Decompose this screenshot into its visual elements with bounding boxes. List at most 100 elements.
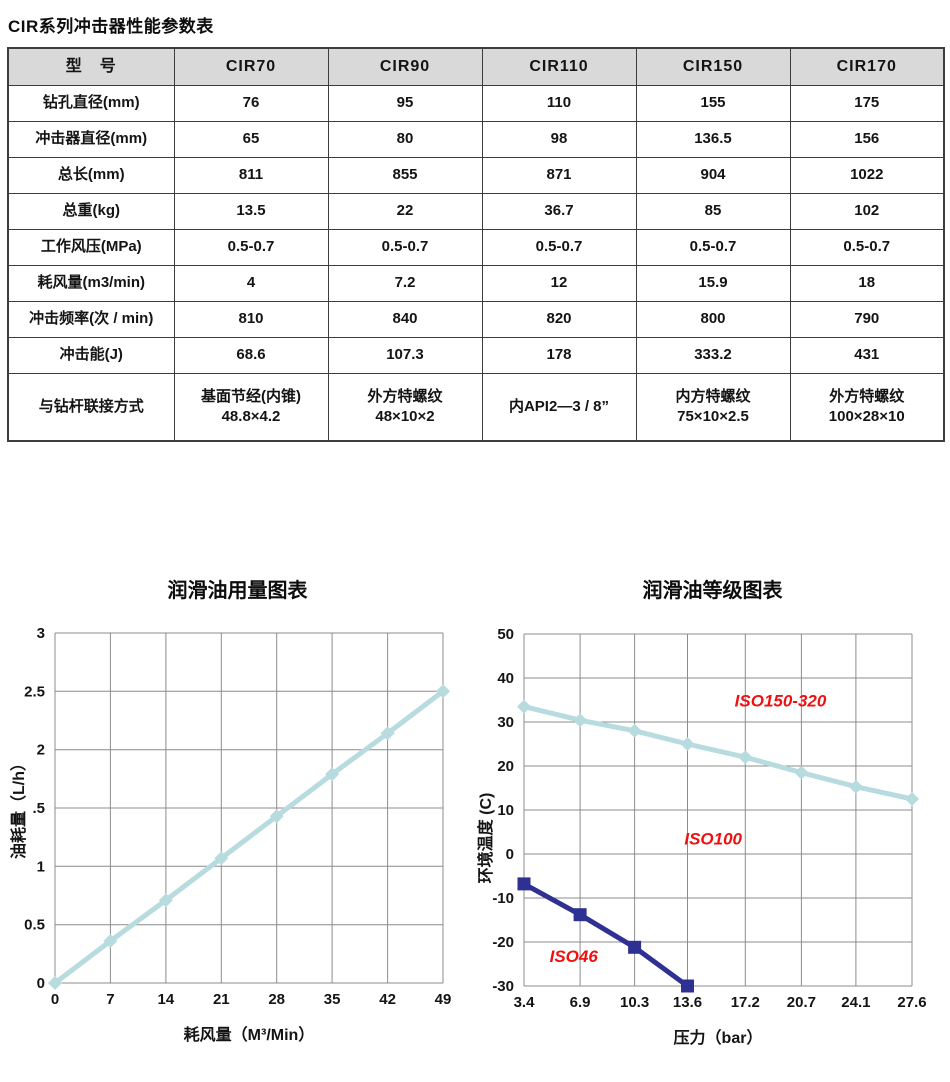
- table-cell: 外方特螺纹 100×28×10: [789, 372, 945, 442]
- table-cell: 基面节经(内锥) 48.8×4.2: [173, 372, 329, 442]
- row-label: 耗风量(m3/min): [7, 264, 175, 302]
- spec-table-header-row: 型 号 CIR70 CIR90 CIR110 CIR150 CIR170: [7, 47, 945, 86]
- column-header-CIR70: CIR70: [173, 47, 329, 86]
- row-label: 工作风压(MPa): [7, 228, 175, 266]
- table-cell: 13.5: [173, 192, 329, 230]
- table-row: 冲击器直径(mm) 65 80 98 136.5 156: [7, 120, 945, 158]
- table-cell: 68.6: [173, 336, 329, 374]
- table-cell: 155: [635, 84, 791, 122]
- spec-table: 型 号 CIR70 CIR90 CIR110 CIR150 CIR170 钻孔直径(mm)…: [7, 47, 945, 442]
- table-cell: 85: [635, 192, 791, 230]
- row-label: 冲击频率(次 / min): [7, 300, 175, 338]
- x-axis-label: 耗风量（M³/Min）: [184, 1025, 315, 1044]
- column-header-CIR90: CIR90: [327, 47, 483, 86]
- table-cell: 156: [789, 120, 945, 158]
- svg-text:35: 35: [324, 991, 341, 1008]
- table-cell: 800: [635, 300, 791, 338]
- svg-text:10: 10: [497, 802, 514, 819]
- table-row: 总重(kg) 13.5 22 36.7 85 102: [7, 192, 945, 230]
- table-cell: 333.2: [635, 336, 791, 374]
- table-cell: 136.5: [635, 120, 791, 158]
- table-row: 与钻杆联接方式 基面节经(内锥) 48.8×4.2 外方特螺纹 48×10×2 内AP…: [7, 372, 945, 442]
- series-line-oil-usage: [53, 689, 445, 985]
- gridlines: [523, 633, 913, 987]
- svg-text:6.9: 6.9: [570, 994, 591, 1011]
- svg-text:2: 2: [37, 742, 45, 759]
- svg-text:2.5: 2.5: [24, 683, 45, 700]
- table-cell: 810: [173, 300, 329, 338]
- table-cell: 790: [789, 300, 945, 338]
- x-axis-label: 压力（bar）: [674, 1028, 763, 1047]
- table-cell: 178: [481, 336, 637, 374]
- table-row: 冲击频率(次 / min) 810 840 820 800 790: [7, 300, 945, 338]
- svg-text:-20: -20: [492, 934, 514, 951]
- svg-text:3: 3: [37, 625, 45, 642]
- column-header-CIR110: CIR110: [481, 47, 637, 86]
- gridlines: [54, 632, 444, 984]
- table-cell: 840: [327, 300, 483, 338]
- table-cell: 65: [173, 120, 329, 158]
- x-tick-labels: 0 7 14 21 28 35 42 49: [51, 991, 452, 1008]
- svg-text:13.6: 13.6: [673, 994, 702, 1011]
- table-row: 总长(mm) 811 855 871 904 1022: [7, 156, 945, 194]
- table-cell: 820: [481, 300, 637, 338]
- series-line-ISO46: [522, 881, 689, 989]
- svg-text:3.4: 3.4: [514, 994, 536, 1011]
- table-cell: 0.5-0.7: [327, 228, 483, 266]
- svg-text:0: 0: [51, 991, 59, 1008]
- oil-usage-chart: 润滑油用量图表 0 7 14 21 28 35 42 49 0 0.5 1 .5 2 2.5 3 耗风量（M³…: [0, 560, 475, 1082]
- table-cell: 98: [481, 120, 637, 158]
- svg-text:40: 40: [497, 670, 514, 687]
- table-cell: 0.5-0.7: [789, 228, 945, 266]
- table-cell: 0.5-0.7: [481, 228, 637, 266]
- page-title: CIR系列冲击器性能参数表: [8, 17, 214, 36]
- table-row: 钻孔直径(mm) 76 95 110 155 175: [7, 84, 945, 122]
- table-cell: 107.3: [327, 336, 483, 374]
- y-tick-labels: 0 0.5 1 .5 2 2.5 3: [24, 625, 45, 992]
- oil-grade-chart: 润滑油等级图表 3.4 6.9 10.3 13.6 17.2 20.7 24.1 27.6 -3…: [475, 560, 950, 1082]
- series-markers-ISO150-320: [517, 699, 919, 806]
- table-cell: 95: [327, 84, 483, 122]
- svg-text:50: 50: [497, 626, 514, 643]
- oil-usage-chart-title: 润滑油用量图表: [167, 580, 308, 602]
- row-label: 与钻杆联接方式: [7, 372, 175, 442]
- table-cell: 1022: [789, 156, 945, 194]
- table-cell: 外方特螺纹 48×10×2: [327, 372, 483, 442]
- svg-text:1: 1: [37, 858, 45, 875]
- svg-text:28: 28: [268, 991, 285, 1008]
- table-cell: 110: [481, 84, 637, 122]
- table-cell: 内API2—3 / 8”: [481, 372, 637, 442]
- table-cell: 0.5-0.7: [173, 228, 329, 266]
- annotation-ISO100: ISO100: [684, 829, 742, 848]
- table-cell: 811: [173, 156, 329, 194]
- table-cell: 904: [635, 156, 791, 194]
- y-axis-label: 环境温度 (C): [476, 793, 495, 884]
- table-cell: 18: [789, 264, 945, 302]
- row-label: 冲击器直径(mm): [7, 120, 175, 158]
- table-cell: 102: [789, 192, 945, 230]
- table-cell: 4: [173, 264, 329, 302]
- svg-text:21: 21: [213, 991, 230, 1008]
- table-cell: 22: [327, 192, 483, 230]
- svg-text:24.1: 24.1: [841, 994, 870, 1011]
- row-label: 钻孔直径(mm): [7, 84, 175, 122]
- oil-usage-chart-plot: 0 7 14 21 28 35 42 49 0 0.5 1 .5 2 2.5 3 耗风量（M³/Min） 油耗量…: [9, 625, 452, 1044]
- svg-text:14: 14: [158, 991, 175, 1008]
- oil-grade-chart-plot: 3.4 6.9 10.3 13.6 17.2 20.7 24.1 27.6 -30 -20 -10 0…: [476, 626, 927, 1047]
- svg-text:7: 7: [106, 991, 114, 1008]
- row-label: 总长(mm): [7, 156, 175, 194]
- table-cell: 15.9: [635, 264, 791, 302]
- svg-text:30: 30: [497, 714, 514, 731]
- y-axis-label: 油耗量（L/h）: [9, 755, 28, 859]
- table-cell: 76: [173, 84, 329, 122]
- oil-grade-chart-title: 润滑油等级图表: [642, 580, 783, 602]
- table-cell: 855: [327, 156, 483, 194]
- series-markers-oil-usage: [48, 684, 450, 990]
- column-header-CIR170: CIR170: [789, 47, 945, 86]
- svg-text:10.3: 10.3: [620, 994, 649, 1011]
- svg-text:49: 49: [435, 991, 452, 1008]
- series-line-ISO150-320: [523, 704, 913, 802]
- annotation-ISO46: ISO46: [550, 947, 599, 966]
- table-cell: 内方特螺纹 75×10×2.5: [635, 372, 791, 442]
- table-cell: 175: [789, 84, 945, 122]
